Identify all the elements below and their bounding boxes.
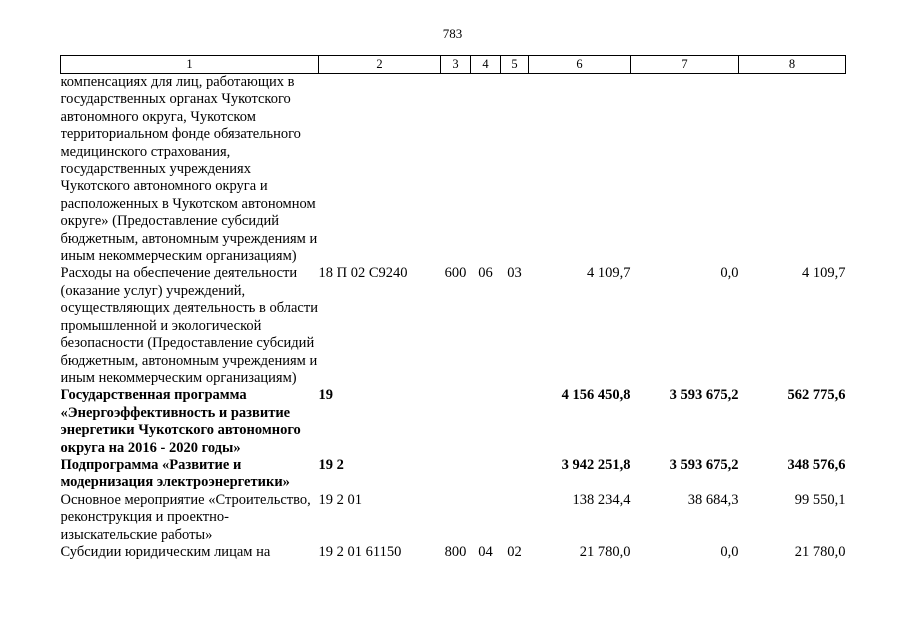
cell-col8: 348 576,6 — [787, 456, 846, 473]
cell-name: Подпрограмма «Развитие и модернизация эл… — [60, 456, 290, 491]
cell-col7 — [631, 74, 739, 266]
cell-name: Субсидии юридическим лицам на — [60, 543, 271, 560]
cell-col8: 99 550,1 — [794, 491, 846, 508]
cell-code: 19 2 01 61150 — [318, 543, 402, 560]
cell-name: компенсациях для лиц, работающих в госуд… — [60, 74, 318, 265]
cell-code: 19 — [318, 387, 334, 404]
table-row: Государственная программа «Энергоэффекти… — [61, 387, 846, 457]
cell-col4 — [471, 74, 501, 266]
cell-col8: 21 780,0 — [794, 543, 846, 560]
cell-col6: 3 942 251,8 — [561, 456, 631, 473]
cell-col3 — [441, 387, 471, 457]
cell-name: Расходы на обеспечение деятельности (ока… — [60, 265, 318, 386]
cell-col7: 0,0 — [720, 265, 739, 282]
cell-col5: 02 — [507, 543, 522, 560]
cell-col3: 600 — [444, 265, 467, 282]
cell-name: Государственная программа «Энергоэффекти… — [60, 387, 301, 456]
cell-code: 19 2 — [318, 456, 344, 473]
column-header-8: 8 — [738, 55, 846, 74]
cell-col5 — [501, 492, 529, 544]
cell-col6: 138 234,4 — [572, 491, 631, 508]
cell-col3 — [441, 457, 471, 492]
cell-col3 — [441, 492, 471, 544]
cell-name: Основное мероприятие «Строительство, рек… — [60, 491, 311, 543]
table-body: компенсациях для лиц, работающих в госуд… — [61, 74, 846, 562]
column-header-4: 4 — [470, 55, 501, 74]
column-header-6: 6 — [528, 55, 631, 74]
cell-col4 — [471, 387, 501, 457]
column-header-2: 2 — [318, 55, 441, 74]
cell-col8: 4 109,7 — [802, 265, 846, 282]
cell-col4 — [471, 457, 501, 492]
cell-code: 18 П 02 С9240 — [318, 265, 408, 282]
cell-col6 — [529, 74, 631, 266]
table-row: Подпрограмма «Развитие и модернизация эл… — [61, 457, 846, 492]
cell-col5 — [501, 457, 529, 492]
page-number: 783 — [442, 26, 463, 41]
table-row: Расходы на обеспечение деятельности (ока… — [61, 265, 846, 387]
column-header-3: 3 — [440, 55, 471, 74]
cell-col7: 0,0 — [720, 543, 739, 560]
table-row: компенсациях для лиц, работающих в госуд… — [61, 74, 846, 266]
budget-table: 1 2 3 4 5 6 7 8 компенсациях для лиц, ра… — [60, 55, 846, 561]
cell-col8: 562 775,6 — [787, 387, 846, 404]
column-header-7: 7 — [630, 55, 739, 74]
cell-code — [319, 74, 441, 266]
table-header-row: 1 2 3 4 5 6 7 8 — [60, 55, 846, 74]
column-header-5: 5 — [500, 55, 529, 74]
cell-col8 — [739, 74, 846, 266]
document-page: 783 1 2 3 4 5 6 7 8 компенсациях — [60, 26, 846, 561]
cell-col6: 21 780,0 — [579, 543, 631, 560]
table-row: Основное мероприятие «Строительство, рек… — [61, 492, 846, 544]
column-header-1: 1 — [60, 55, 319, 74]
cell-col5 — [501, 74, 529, 266]
cell-col6: 4 156 450,8 — [561, 387, 631, 404]
cell-col7: 3 593 675,2 — [669, 387, 739, 404]
cell-col7: 3 593 675,2 — [669, 456, 739, 473]
cell-col4: 04 — [478, 543, 493, 560]
cell-code: 19 2 01 — [318, 491, 363, 508]
cell-col6: 4 109,7 — [587, 265, 631, 282]
table-row: Субсидии юридическим лицам на 19 2 01 61… — [61, 544, 846, 561]
cell-col5: 03 — [507, 265, 522, 282]
cell-col4: 06 — [478, 265, 493, 282]
cell-col7: 38 684,3 — [687, 491, 739, 508]
cell-col3 — [441, 74, 471, 266]
cell-col4 — [471, 492, 501, 544]
cell-col3: 800 — [444, 543, 467, 560]
cell-col5 — [501, 387, 529, 457]
